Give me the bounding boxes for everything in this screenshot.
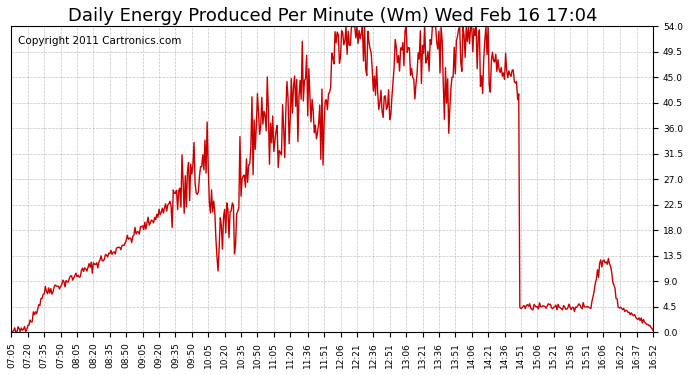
Text: Copyright 2011 Cartronics.com: Copyright 2011 Cartronics.com (18, 36, 181, 46)
Title: Daily Energy Produced Per Minute (Wm) Wed Feb 16 17:04: Daily Energy Produced Per Minute (Wm) We… (68, 7, 597, 25)
